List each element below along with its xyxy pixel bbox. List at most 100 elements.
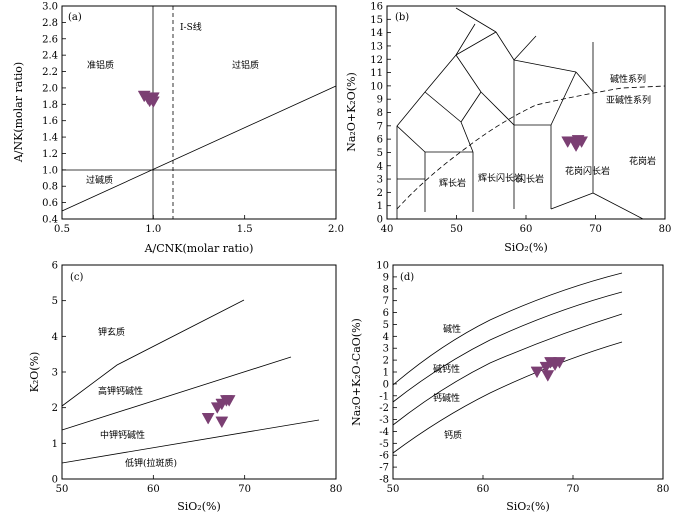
panel-d-boundary-calc-alkalic	[392, 313, 623, 426]
panel-a-y-tick-label: 1.2	[42, 149, 58, 160]
panel-d-y-tick-label: -3	[379, 415, 389, 426]
panel-a-x-tick-label: 1.5	[237, 224, 253, 235]
panel-c-x-tick-label: 80	[330, 484, 343, 495]
panel-d-x-tick-label: 70	[567, 484, 580, 495]
panel-b-y-tick-label: 5	[377, 148, 383, 159]
panel-a-y-tick-label: 3.0	[42, 2, 58, 13]
panel-d-y-tick-label: -6	[379, 451, 389, 462]
panel-a-annotation-metaluminous: 准铝质	[87, 59, 114, 71]
panel-c-ticks: 50 60 70 80 0 1 2 3 4 5 6	[52, 261, 343, 496]
panel-a-y-tick-label: 2.6	[42, 34, 58, 45]
panel-b-y-tick-label: 11	[370, 68, 383, 79]
panel-a-annotation-peraluminous: 过铝质	[232, 59, 259, 71]
panel-b-annotation-subalkaline-series: 亚碱性系列	[606, 94, 651, 106]
panel-c-y-tick-label: 6	[52, 261, 58, 272]
panel-a-y-tick-label: 2.4	[42, 51, 58, 62]
panel-d-y-tick-label: -7	[379, 463, 389, 474]
panel-c-boundaries	[61, 299, 320, 464]
panel-d-y-tick-label: 2	[383, 356, 389, 367]
panel-b-y-tick-label: 12	[370, 55, 383, 66]
panel-b-boundary-19	[550, 192, 594, 210]
panel-b-frame	[386, 5, 666, 220]
panel-b-boundary-1	[396, 125, 426, 153]
panel-c-y-label: K₂O(%)	[28, 352, 41, 393]
panel-b-boundary-4	[460, 91, 482, 123]
panel-a-y-tick-label: 0.4	[42, 215, 58, 226]
panel-a-y-tick-label: 2.8	[42, 18, 58, 29]
panel-b-x-tick-label: 60	[520, 224, 533, 235]
panel-b-annotation-alkaline-series: 碱性系列	[610, 73, 646, 85]
panel-a-diagonal-line	[61, 85, 337, 212]
panel-b-y-tick-label: 0	[377, 215, 383, 226]
panel-b-annotation-diorite: 闪长岩	[517, 173, 544, 185]
panel-d-x-tick-label: 60	[477, 484, 490, 495]
panel-c-data-point	[201, 413, 215, 425]
panel-c-y-tick-label: 5	[52, 296, 58, 307]
panel-a-y-tick-label: 0.8	[42, 182, 58, 193]
panel-d-boundary-calcic	[392, 341, 623, 454]
panel-a-y-tick-label: 1.4	[42, 133, 58, 144]
panel-a-ticks: 0.5 1.0 1.5 2.0 0.4 0.6 0.8 1.0 1.2 1.4 1.6 1.8 2.0 2…	[42, 2, 344, 236]
panel-a-data-point	[146, 96, 160, 109]
panel-c-y-tick-label: 2	[52, 403, 58, 414]
panel-b-boundary-20	[592, 192, 644, 220]
panel-d-y-tick-label: 10	[376, 261, 389, 272]
panel-b-y-tick-label: 1	[377, 201, 383, 212]
panel-d-y-tick-label: 9	[383, 272, 389, 283]
panel-c-label: (c)	[70, 272, 84, 283]
panel-a-y-tick-label: 2.0	[42, 83, 58, 94]
panel-a-y-label: A/NK(molar ratio)	[12, 62, 25, 163]
panel-d-y-tick-label: -8	[379, 475, 389, 486]
panel-d-annotation-calcic: 钙质	[444, 429, 462, 441]
panel-c-annotation-high-k: 高钾钙碱性	[98, 385, 143, 397]
panel-c-data-point	[215, 416, 229, 429]
panel-d-x-tick-label: 50	[387, 484, 400, 495]
panel-c-x-label: SiO₂(%)	[177, 500, 221, 512]
panel-d-points	[530, 357, 566, 382]
panel-b-boundary-6	[480, 91, 515, 126]
panel-b-boundary-outer-left	[396, 23, 476, 219]
panel-b-annotation-granodiorite: 花岗闪长岩	[565, 165, 610, 177]
panel-b-boundary-2	[424, 91, 462, 123]
panel-d-y-tick-label: -5	[379, 439, 389, 450]
panel-c: (c) 50 60 70 80 0 1 2 3 4 5 6 钾玄质 高钾钙碱性 中钾钙碱性 低钾(拉…	[28, 261, 343, 514]
panel-b-boundary-15	[550, 71, 577, 126]
panel-d-x-label: SiO₂(%)	[506, 500, 550, 512]
panel-a-annotation-peralkaline: 过碱质	[86, 174, 113, 186]
panel-c-x-tick-label: 60	[147, 484, 160, 495]
panel-c-frame	[61, 264, 337, 480]
panel-d-boundaries	[392, 272, 623, 454]
panel-a-x-tick-label: 1.0	[145, 224, 161, 235]
panel-b-y-tick-label: 13	[370, 41, 383, 52]
panel-c-boundary-high-k	[61, 356, 292, 431]
panel-d-annotation-alkali-calcic: 碱钙性	[433, 363, 460, 375]
panel-b-tas-grid	[396, 7, 644, 220]
panel-d-boundary-alkali-calcic	[392, 291, 623, 403]
panel-b-x-tick-label: 70	[589, 224, 602, 235]
panel-b-y-tick-label: 3	[377, 175, 383, 186]
panel-d-data-point	[553, 357, 566, 369]
panel-d-label: (d)	[400, 272, 414, 283]
panel-c-x-tick-label: 50	[56, 484, 69, 495]
panel-d-y-tick-label: 1	[383, 368, 389, 379]
panel-b-boundary-5	[455, 54, 482, 93]
panel-b-points	[561, 135, 589, 152]
panel-b-boundary-16	[513, 59, 577, 73]
panel-b-y-tick-label: 14	[370, 28, 383, 39]
panel-d-y-tick-label: 4	[383, 332, 389, 343]
panel-d-y-tick-label: -2	[379, 403, 389, 414]
panel-b-alkaline-subalkaline-divider	[396, 85, 666, 210]
panel-d-annotation-alkalic: 碱性	[443, 323, 461, 335]
panel-d-y-tick-label: 8	[383, 284, 389, 295]
panel-b-boundary-17	[575, 71, 594, 93]
panel-b-boundary-3	[460, 121, 474, 153]
panel-b-y-tick-label: 8	[377, 108, 383, 119]
panel-a-y-tick-label: 1.0	[42, 165, 58, 176]
panel-b-boundary-7	[455, 31, 497, 56]
panel-b-y-label: Na₂O+K₂O(%)	[345, 72, 358, 152]
panel-d-y-tick-label: 6	[383, 308, 389, 319]
panel-d-y-tick-label: 0	[383, 379, 389, 390]
panel-b-annotation-gabbro: 辉长岩	[439, 177, 466, 189]
panel-b-y-tick-label: 6	[377, 135, 383, 146]
